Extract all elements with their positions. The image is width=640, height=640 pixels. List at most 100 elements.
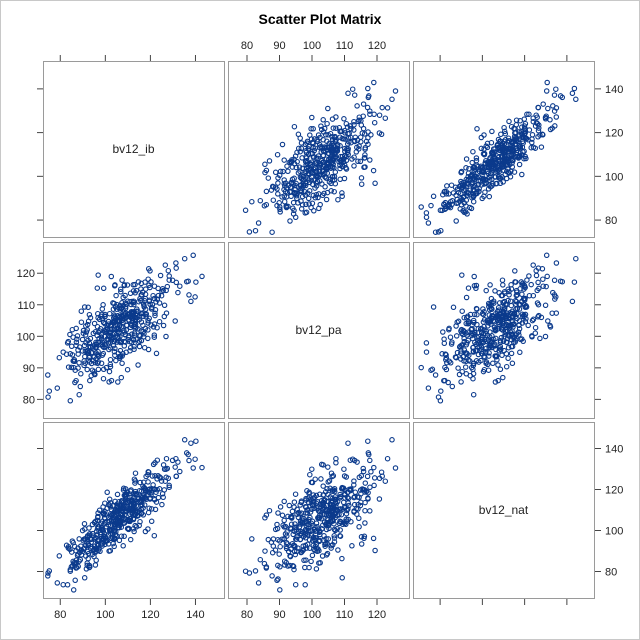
data-point [471, 273, 477, 280]
data-point [545, 105, 551, 112]
data-point [56, 553, 63, 559]
data-point [107, 363, 114, 370]
data-point [81, 521, 88, 527]
data-point [465, 190, 472, 196]
data-point [100, 375, 107, 382]
data-point [485, 323, 491, 329]
data-point [479, 310, 486, 317]
data-point [281, 177, 287, 183]
data-point [492, 343, 498, 349]
data-point [140, 505, 146, 511]
data-point [351, 163, 357, 169]
data-point [281, 157, 287, 163]
data-point [307, 514, 313, 521]
data-point [342, 148, 348, 155]
data-point [552, 123, 558, 129]
data-point [365, 438, 371, 444]
data-point [470, 148, 476, 155]
data-point [455, 365, 461, 371]
data-point [473, 155, 480, 161]
data-point [94, 285, 101, 291]
tick-label: 120 [17, 268, 35, 280]
data-point [77, 383, 84, 390]
data-point [298, 188, 305, 195]
data-point [88, 372, 94, 379]
data-point [297, 135, 303, 141]
data-point [317, 201, 323, 208]
tick-label: 140 [186, 609, 204, 621]
data-point [320, 117, 326, 123]
data-point [80, 330, 87, 336]
data-point [137, 518, 143, 525]
data-point [118, 533, 125, 539]
data-point [458, 356, 464, 362]
data-point [290, 563, 297, 570]
data-point [505, 158, 511, 165]
data-point [275, 180, 281, 186]
data-point [90, 330, 97, 337]
data-point [345, 131, 351, 137]
data-point [107, 528, 114, 534]
data-point [45, 570, 51, 576]
data-point [154, 324, 160, 331]
data-point [151, 332, 158, 338]
data-point [287, 218, 293, 224]
data-point [337, 533, 344, 539]
data-point [379, 104, 385, 111]
data-point [263, 167, 270, 174]
data-point [348, 125, 354, 132]
data-point [509, 164, 516, 170]
panel-bv12_nat-vs-bv12_pa [413, 242, 595, 419]
data-point [335, 196, 341, 203]
data-point [513, 306, 519, 312]
data-point [481, 323, 487, 330]
data-point [85, 304, 91, 311]
data-point [500, 146, 506, 152]
data-point [476, 359, 482, 365]
data-point [302, 526, 309, 533]
data-point [332, 527, 339, 534]
data-point [69, 352, 76, 358]
data-point [119, 277, 125, 283]
data-point [151, 334, 158, 340]
data-point [452, 354, 459, 360]
data-point [530, 118, 537, 125]
data-point [158, 478, 165, 484]
data-point [265, 536, 272, 543]
data-point [470, 348, 477, 354]
data-point [101, 515, 108, 521]
data-point [93, 339, 99, 346]
data-point [127, 290, 134, 297]
data-point [371, 464, 377, 471]
data-point [512, 154, 518, 160]
data-point [122, 499, 129, 505]
data-point [177, 283, 183, 289]
data-point [71, 358, 78, 365]
data-point [119, 508, 125, 514]
tick-label: 100 [303, 609, 321, 621]
data-point [312, 185, 318, 191]
data-point [160, 322, 167, 329]
data-point [493, 335, 499, 342]
data-point [332, 488, 338, 495]
data-point [456, 371, 463, 378]
data-point [285, 513, 291, 520]
data-point [45, 372, 51, 378]
data-point [78, 319, 85, 325]
data-point [360, 101, 367, 107]
data-point [384, 105, 391, 111]
data-point [82, 526, 88, 532]
data-point [462, 364, 469, 370]
panel-bv12_nat-vs-bv12_ib [413, 61, 595, 238]
data-point [76, 558, 82, 564]
data-point [95, 513, 101, 520]
data-point [443, 188, 450, 195]
data-point [365, 141, 371, 148]
data-point [150, 324, 157, 330]
data-point [122, 303, 129, 310]
data-point [316, 160, 323, 167]
data-point [319, 526, 325, 532]
data-point [495, 362, 501, 368]
data-point [78, 371, 84, 377]
data-point [321, 125, 328, 132]
